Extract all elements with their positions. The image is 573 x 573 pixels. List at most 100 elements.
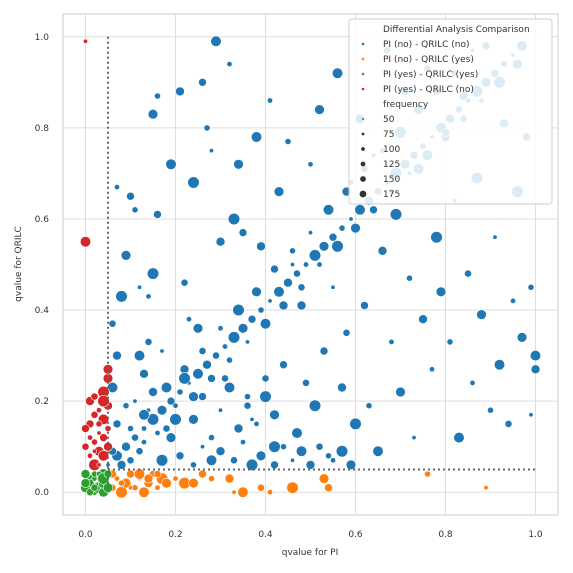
- data-point: [227, 331, 241, 344]
- data-point: [516, 332, 528, 343]
- data-point: [141, 439, 148, 446]
- data-point: [296, 300, 307, 311]
- legend-size-label: 50: [383, 115, 395, 125]
- legend-label: PI (no) - QRILC (no): [383, 40, 470, 50]
- data-point: [165, 432, 177, 443]
- data-point: [172, 475, 179, 482]
- legend-size-marker: [361, 147, 365, 151]
- data-point: [476, 309, 487, 320]
- data-point: [210, 35, 222, 47]
- data-point: [530, 364, 541, 375]
- data-point: [128, 485, 134, 491]
- data-point: [141, 425, 148, 432]
- data-point: [335, 445, 349, 458]
- data-point: [289, 457, 295, 463]
- data-point: [154, 92, 161, 100]
- data-point: [293, 269, 301, 278]
- data-point: [137, 284, 143, 290]
- data-point: [280, 443, 287, 451]
- data-point: [126, 456, 135, 465]
- data-point: [230, 456, 238, 465]
- data-point: [270, 460, 279, 470]
- data-point: [156, 405, 168, 416]
- data-point: [428, 366, 435, 373]
- data-point: [212, 351, 220, 360]
- data-point: [266, 489, 273, 496]
- data-point: [209, 148, 215, 154]
- legend-marker: [361, 87, 365, 91]
- data-point: [198, 347, 207, 355]
- data-point: [154, 484, 161, 491]
- data-point: [223, 381, 236, 394]
- data-point: [337, 382, 347, 393]
- data-point: [528, 412, 534, 418]
- data-point: [81, 442, 90, 451]
- data-point: [365, 402, 373, 410]
- data-point: [146, 413, 160, 426]
- y-tick-label: 0.6: [35, 215, 50, 225]
- data-point: [139, 368, 149, 379]
- data-point: [96, 462, 102, 468]
- data-point: [256, 241, 266, 252]
- data-point: [237, 486, 249, 498]
- data-point: [244, 393, 251, 400]
- data-point: [192, 323, 204, 334]
- data-point: [289, 247, 296, 255]
- data-point: [217, 325, 224, 332]
- data-point: [331, 240, 344, 253]
- data-point: [79, 236, 92, 248]
- data-point: [273, 186, 285, 197]
- data-point: [215, 446, 226, 457]
- data-point: [143, 473, 154, 484]
- y-axis-label: qvalue for QRILC: [14, 226, 24, 302]
- legend: Differential Analysis Comparison PI (no) …: [348, 18, 553, 205]
- data-point: [354, 204, 366, 216]
- data-point: [131, 433, 139, 442]
- data-point: [273, 286, 285, 298]
- data-point: [145, 293, 152, 300]
- data-point: [155, 454, 169, 467]
- data-point: [227, 212, 241, 226]
- data-point: [161, 477, 172, 489]
- data-point: [257, 306, 265, 314]
- data-point: [160, 381, 173, 394]
- legend-marker: [361, 72, 365, 76]
- data-point: [221, 374, 229, 383]
- data-point: [153, 470, 162, 478]
- data-point: [446, 338, 454, 346]
- data-point: [308, 249, 322, 262]
- data-point: [172, 402, 179, 409]
- legend-label: PI (yes) - QRILC (yes): [383, 70, 478, 80]
- x-tick-label: 1.0: [528, 530, 543, 540]
- data-point: [395, 386, 406, 398]
- data-point: [153, 210, 162, 219]
- data-point: [203, 124, 211, 132]
- data-point: [372, 445, 384, 457]
- data-point: [116, 460, 127, 470]
- data-point: [509, 297, 516, 304]
- data-point: [138, 486, 150, 498]
- data-point: [238, 228, 248, 237]
- data-point: [127, 425, 134, 432]
- data-point: [233, 423, 244, 434]
- data-point: [527, 283, 535, 291]
- x-tick-label: 0.8: [438, 530, 453, 540]
- legend-size-label: 75: [383, 130, 394, 140]
- legend-title: Differential Analysis Comparison: [383, 25, 530, 35]
- data-point: [87, 452, 94, 459]
- data-point: [121, 441, 131, 452]
- data-point: [233, 159, 244, 170]
- threshold-lines: [107, 36, 536, 493]
- data-point: [202, 359, 212, 370]
- data-point: [162, 424, 171, 433]
- data-point: [388, 338, 395, 345]
- data-point: [504, 419, 513, 428]
- data-point: [360, 301, 369, 310]
- data-point: [135, 447, 144, 456]
- data-point: [122, 402, 130, 410]
- legend-size-title: frequency: [383, 100, 429, 110]
- data-point: [255, 450, 267, 461]
- data-point: [226, 356, 233, 364]
- data-point: [187, 176, 200, 189]
- data-point: [330, 284, 336, 290]
